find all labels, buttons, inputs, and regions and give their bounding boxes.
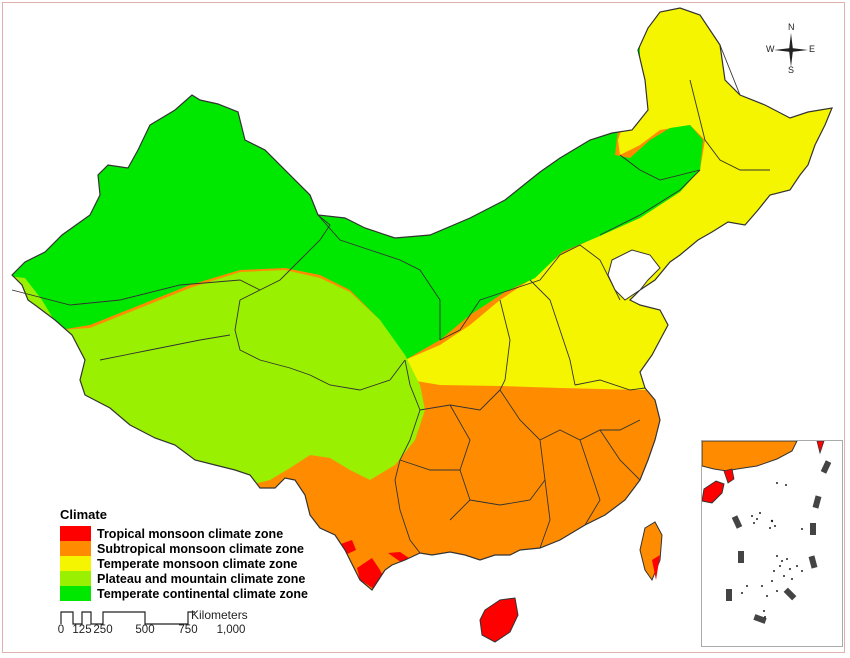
scale-unit-label: Kilometers bbox=[191, 608, 248, 622]
compass-n: N bbox=[788, 22, 795, 32]
plateau-mountain-zone bbox=[12, 270, 425, 485]
legend-label: Temperate continental climate zone bbox=[97, 586, 308, 601]
compass-e: E bbox=[809, 44, 816, 54]
compass-w: W bbox=[766, 44, 775, 54]
legend-item: Subtropical monsoon climate zone bbox=[60, 541, 308, 556]
scale-tick: 250 bbox=[93, 624, 113, 636]
scale-bar-graphic bbox=[60, 611, 195, 625]
compass-s: S bbox=[788, 65, 795, 75]
dashed-boundary-segments bbox=[726, 460, 832, 624]
scale-tick: 125 bbox=[72, 624, 92, 636]
scale-bar: Kilometers 0 125 250 500 750 1,000 bbox=[57, 607, 320, 647]
legend-label: Temperate monsoon climate zone bbox=[97, 556, 298, 571]
legend-item: Plateau and mountain climate zone bbox=[60, 571, 308, 586]
taiwan-island bbox=[639, 521, 663, 582]
taiwan-tropical-zone bbox=[652, 555, 660, 580]
legend-swatch-temperate-monsoon bbox=[60, 556, 91, 571]
legend-item: Temperate monsoon climate zone bbox=[60, 556, 308, 571]
legend-label: Plateau and mountain climate zone bbox=[97, 571, 306, 586]
island-dots bbox=[741, 482, 803, 618]
legend-swatch-plateau bbox=[60, 571, 91, 586]
legend-label: Tropical monsoon climate zone bbox=[97, 526, 284, 541]
scale-tick: 750 bbox=[178, 624, 198, 636]
south-china-sea-inset bbox=[701, 440, 843, 647]
legend-swatch-tropical bbox=[60, 526, 91, 541]
legend-item: Temperate continental climate zone bbox=[60, 586, 308, 601]
compass-rose-icon bbox=[774, 33, 808, 67]
provincial-boundaries bbox=[11, 44, 770, 554]
legend-item: Tropical monsoon climate zone bbox=[60, 526, 308, 541]
hainan-island bbox=[479, 597, 519, 643]
legend-label: Subtropical monsoon climate zone bbox=[97, 541, 304, 556]
legend-title: Climate bbox=[60, 507, 107, 522]
legend-swatch-subtropical bbox=[60, 541, 91, 556]
legend-swatch-continental bbox=[60, 586, 91, 601]
legend: Climate Tropical monsoon climate zone Su… bbox=[60, 507, 308, 601]
inset-map bbox=[702, 441, 832, 624]
scale-tick: 500 bbox=[135, 624, 155, 636]
scale-tick: 0 bbox=[57, 624, 65, 636]
scale-tick: 1,000 bbox=[216, 624, 246, 636]
north-arrow-compass: N S E W bbox=[766, 22, 816, 75]
